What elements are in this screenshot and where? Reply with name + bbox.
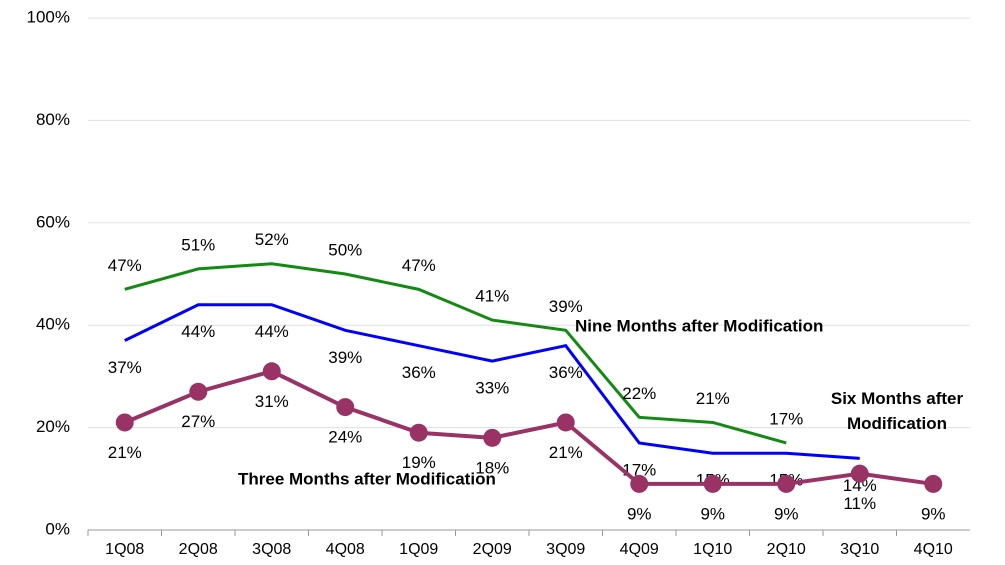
x-tick-label: 3Q10: [840, 541, 879, 558]
series-label: Six Months after Modification: [830, 389, 964, 433]
point-marker: [703, 474, 722, 493]
point-marker: [556, 413, 575, 432]
x-tick-label: 4Q09: [620, 541, 659, 558]
data-label: 41%: [475, 287, 509, 306]
data-label: 27%: [181, 412, 215, 431]
data-label: 9%: [921, 504, 946, 523]
x-tick-label: 4Q08: [326, 541, 365, 558]
data-label: 37%: [108, 358, 142, 377]
data-label: 44%: [181, 322, 215, 341]
point-marker: [630, 474, 649, 493]
data-label: 51%: [181, 235, 215, 254]
data-label: 22%: [622, 384, 656, 403]
series-line: [123, 369, 934, 486]
y-tick-label: 60%: [36, 212, 70, 231]
data-label: 52%: [255, 230, 289, 249]
data-label: 47%: [402, 256, 436, 275]
data-label: 18%: [475, 458, 509, 477]
data-label: 33%: [475, 379, 509, 398]
data-label: 21%: [108, 443, 142, 462]
x-tick-label: 1Q08: [105, 541, 144, 558]
point-marker: [115, 413, 134, 432]
x-tick-label: 1Q10: [693, 541, 732, 558]
data-label: 39%: [328, 348, 362, 367]
x-tick-label: 4Q10: [914, 541, 953, 558]
data-label: 50%: [328, 240, 362, 259]
y-tick-label: 20%: [36, 417, 70, 436]
y-tick-label: 80%: [36, 110, 70, 129]
data-label: 39%: [549, 297, 583, 316]
x-tick-label: 3Q09: [546, 541, 585, 558]
series-label: Nine Months after Modification: [575, 316, 823, 335]
point-marker: [262, 362, 281, 381]
data-label: 9%: [774, 504, 799, 523]
data-label: 11%: [843, 494, 876, 513]
data-label: 31%: [255, 392, 289, 411]
x-tick-label: 3Q08: [252, 541, 291, 558]
x-tick-label: 2Q10: [767, 541, 806, 558]
point-marker: [777, 474, 796, 493]
y-tick-label: 40%: [36, 315, 70, 334]
y-tick-label: 0%: [45, 519, 70, 538]
data-label: 36%: [402, 363, 436, 382]
data-label: 24%: [328, 428, 362, 447]
data-label: 47%: [108, 256, 142, 275]
point-marker: [483, 428, 502, 447]
point-marker: [336, 398, 355, 417]
series-label: Three Months after Modification: [238, 469, 496, 488]
series-label-box: Six Months after Modification: [830, 389, 964, 433]
y-tick-label: 100%: [27, 7, 70, 26]
data-label: 36%: [549, 363, 583, 382]
series-line: [124, 303, 860, 460]
x-tick-label: 2Q09: [473, 541, 512, 558]
data-label: 21%: [696, 389, 730, 408]
x-tick-label: 1Q09: [399, 541, 438, 558]
x-tick-label: 2Q08: [179, 541, 218, 558]
point-marker: [189, 382, 208, 401]
data-label: 9%: [627, 504, 652, 523]
series-line: [124, 262, 787, 445]
data-label: 9%: [700, 504, 725, 523]
point-marker: [409, 423, 428, 442]
data-label: 21%: [549, 443, 583, 462]
point-marker: [924, 474, 943, 493]
data-label: 17%: [769, 409, 803, 428]
data-label: 44%: [255, 322, 289, 341]
data-label: 14%: [843, 476, 877, 495]
data-label: 19%: [402, 453, 436, 472]
point-marker: [850, 464, 869, 483]
